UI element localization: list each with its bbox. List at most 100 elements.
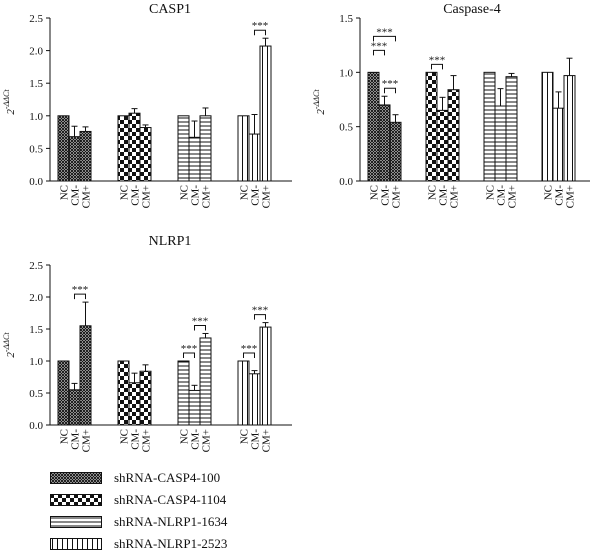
legend-item: shRNA-NLRP1-1634 bbox=[50, 514, 310, 530]
chart-title: NLRP1 bbox=[149, 234, 192, 249]
bar bbox=[248, 133, 261, 182]
significance-label: *** bbox=[376, 26, 393, 38]
bar bbox=[57, 115, 70, 182]
bar bbox=[378, 104, 391, 182]
y-axis-label: 2-ΔΔCt bbox=[2, 89, 17, 115]
bar bbox=[68, 136, 81, 182]
bar bbox=[128, 382, 141, 426]
bar bbox=[494, 105, 507, 182]
significance-bracket bbox=[431, 63, 443, 70]
significance-label: *** bbox=[72, 284, 89, 296]
bar bbox=[188, 389, 201, 426]
legend-item: shRNA-CASP4-1104 bbox=[50, 492, 310, 508]
chart-panel-casp1: CASP1 2-ΔΔCt 0.00.51.01.52.02.5NC CM- CM+ N… bbox=[2, 2, 292, 208]
significance-bracket bbox=[373, 49, 385, 56]
legend-swatch-vertical-lines bbox=[50, 538, 102, 550]
x-tick-label: CM+ bbox=[141, 429, 153, 452]
y-tick-label: 1.0 bbox=[29, 111, 43, 123]
y-tick-label: 0.0 bbox=[29, 176, 43, 188]
y-axis-label-base: 2 bbox=[5, 109, 17, 115]
chart-panel-nlrp1: NLRP1 2-ΔΔCt 0.00.51.01.52.02.5NC CM- CM+ N… bbox=[2, 234, 292, 452]
bar bbox=[425, 71, 438, 182]
x-tick-label: CM+ bbox=[261, 429, 273, 452]
x-tick-label: CM+ bbox=[201, 185, 213, 208]
x-tick-label: CM- bbox=[70, 429, 82, 450]
x-tick-label: CM+ bbox=[261, 185, 273, 208]
x-tick-label: CM+ bbox=[141, 185, 153, 208]
bar bbox=[259, 326, 272, 426]
legend-label: shRNA-CASP4-100 bbox=[114, 470, 221, 485]
y-axis-label-exp: -ΔΔCt bbox=[312, 89, 321, 109]
legend-swatch-checker bbox=[50, 494, 102, 506]
bar bbox=[237, 360, 250, 426]
x-tick-label: CM+ bbox=[565, 185, 577, 208]
significance-label: *** bbox=[192, 315, 209, 327]
x-tick-label: CM- bbox=[438, 185, 450, 206]
bar bbox=[139, 127, 152, 182]
bar bbox=[541, 71, 554, 182]
legend-item: shRNA-NLRP1-2523 bbox=[50, 536, 310, 552]
x-tick-label: CM+ bbox=[507, 185, 519, 208]
x-tick-label: NC bbox=[239, 185, 251, 200]
bar bbox=[128, 112, 141, 182]
bar bbox=[237, 115, 250, 182]
x-tick-label: NC bbox=[179, 185, 191, 200]
y-tick-label: 1.5 bbox=[339, 13, 353, 25]
x-tick-label: CM- bbox=[190, 429, 202, 450]
plot-area: 0.00.51.01.52.02.5NC CM- CM+ NC CM- CM+ NC CM- C… bbox=[29, 13, 292, 208]
x-tick-label: NC bbox=[485, 185, 497, 200]
significance-bracket bbox=[254, 29, 266, 36]
y-tick-label: 1.0 bbox=[29, 356, 43, 368]
significance-bracket bbox=[373, 35, 396, 42]
bar bbox=[552, 107, 565, 182]
significance-bracket bbox=[183, 352, 195, 358]
bar bbox=[57, 360, 70, 426]
y-tick-label: 2.0 bbox=[29, 46, 43, 58]
chart-panel-caspase4: Caspase-4 2-ΔΔCt 0.00.51.01.5NC CM- CM+ NC C… bbox=[312, 2, 590, 208]
significance-label: *** bbox=[181, 343, 198, 355]
chart-title: CASP1 bbox=[149, 2, 191, 17]
bar bbox=[447, 89, 460, 182]
bar bbox=[117, 115, 130, 182]
significance-label: *** bbox=[382, 78, 399, 90]
x-tick-label: CM- bbox=[130, 429, 142, 450]
y-axis-label-exp: -ΔΔCt bbox=[2, 332, 11, 352]
significance-label: *** bbox=[252, 20, 269, 32]
y-tick-label: 0.5 bbox=[339, 122, 353, 134]
x-tick-label: CM- bbox=[496, 185, 508, 206]
x-tick-label: NC bbox=[59, 185, 71, 200]
significance-label: *** bbox=[252, 305, 269, 317]
legend-label: shRNA-CASP4-1104 bbox=[114, 492, 227, 507]
bar bbox=[367, 71, 380, 182]
bar bbox=[199, 115, 212, 182]
bar bbox=[248, 373, 261, 426]
y-axis-label-base: 2 bbox=[315, 109, 327, 115]
y-tick-label: 1.5 bbox=[29, 78, 43, 90]
significance-bracket bbox=[74, 293, 86, 300]
y-axis-label-exp: -ΔΔCt bbox=[2, 89, 11, 109]
bar bbox=[483, 71, 496, 182]
x-tick-label: CM- bbox=[190, 185, 202, 206]
x-tick-label: CM- bbox=[380, 185, 392, 206]
y-axis-label: 2-ΔΔCt bbox=[2, 332, 17, 358]
significance-label: *** bbox=[241, 343, 258, 355]
legend-label: shRNA-NLRP1-1634 bbox=[114, 514, 228, 529]
y-tick-label: 1.5 bbox=[29, 324, 43, 336]
x-tick-label: CM+ bbox=[81, 429, 93, 452]
y-axis-label-base: 2 bbox=[5, 352, 17, 358]
significance-bracket bbox=[243, 352, 255, 358]
x-tick-label: NC bbox=[427, 185, 439, 200]
bar bbox=[117, 360, 130, 426]
x-tick-label: CM- bbox=[554, 185, 566, 206]
plot-area: 0.00.51.01.52.02.5NC CM- CM+ NC CM- CM+ NC CM- C… bbox=[29, 260, 292, 452]
significance-bracket bbox=[384, 87, 396, 94]
y-tick-label: 0.5 bbox=[29, 388, 43, 400]
plot-area: 0.00.51.01.5NC CM- CM+ NC CM- CM+ NC CM- CM+ NC CM… bbox=[339, 13, 590, 208]
x-tick-label: NC bbox=[59, 429, 71, 444]
bar bbox=[188, 136, 201, 182]
bar bbox=[259, 45, 272, 182]
x-tick-label: CM+ bbox=[81, 185, 93, 208]
bar bbox=[199, 337, 212, 426]
x-tick-label: CM- bbox=[130, 185, 142, 206]
